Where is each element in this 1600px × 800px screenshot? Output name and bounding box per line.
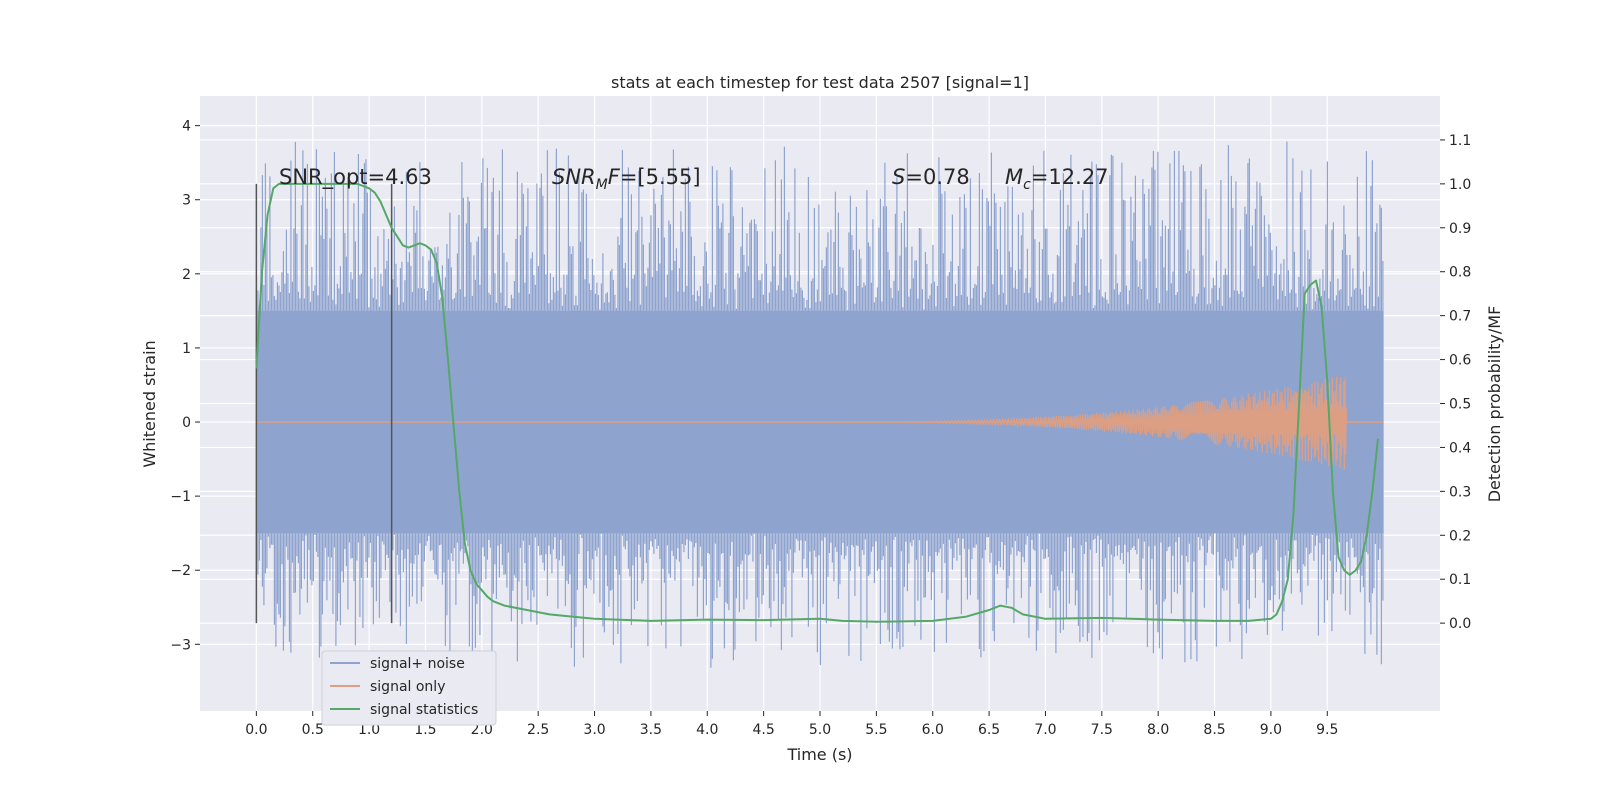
y2-tick-label: 0.7 <box>1449 309 1471 325</box>
y2-tick-label: 0.9 <box>1449 221 1471 237</box>
x-tick-label: 5.5 <box>865 722 887 738</box>
x-tick-label: 0.5 <box>302 722 324 738</box>
s-value: =0.78 <box>905 165 969 189</box>
mc-name: M <box>1005 165 1023 189</box>
x-tick-label: 1.0 <box>358 722 380 738</box>
legend-label-signal-plus-noise: signal+ noise <box>370 656 465 672</box>
y2-axis-ticks: 1.1 1.0 0.9 0.8 0.7 0.6 0.5 0.4 0.3 0.2 0.1 0.0 <box>1440 133 1471 632</box>
x-tick-label: 2.0 <box>471 722 493 738</box>
x-tick-label: 3.5 <box>640 722 662 738</box>
x-tick-label: 2.5 <box>527 722 549 738</box>
signal-statistics-line <box>255 182 1379 623</box>
y-tick-label: 2 <box>182 267 191 283</box>
chart-title: stats at each timestep for test data 250… <box>611 73 1029 92</box>
x-tick-label: 9.5 <box>1316 722 1338 738</box>
series-signal-only <box>256 376 1384 470</box>
y-tick-label: −2 <box>170 563 191 579</box>
y2-tick-label: 1.0 <box>1449 177 1471 193</box>
x-tick-label: 6.5 <box>978 722 1000 738</box>
y-axis-title: Whitened strain <box>140 340 159 467</box>
x-tick-label: 4.5 <box>753 722 775 738</box>
x-tick-label: 8.0 <box>1147 722 1169 738</box>
y2-tick-label: 0.6 <box>1449 353 1471 369</box>
y-tick-label: 3 <box>182 193 191 209</box>
y-tick-label: 0 <box>182 415 191 431</box>
vertical-markers <box>255 183 393 624</box>
signal-chirp <box>820 376 1347 470</box>
x-tick-label: 5.0 <box>809 722 831 738</box>
x-tick-label: 7.0 <box>1034 722 1056 738</box>
mc-value: =12.27 <box>1031 165 1109 189</box>
s-name: S <box>892 165 905 189</box>
legend-label-signal-only: signal only <box>370 679 445 695</box>
x-tick-label: 9.0 <box>1260 722 1282 738</box>
y-tick-label: 4 <box>182 119 191 135</box>
y2-axis-title: Detection probability/MF <box>1485 306 1504 503</box>
legend-label-signal-statistics: signal statistics <box>370 702 478 718</box>
x-tick-label: 6.0 <box>922 722 944 738</box>
x-tick-label: 0.0 <box>245 722 267 738</box>
annotation-s: S=0.78 <box>892 165 970 189</box>
legend-box <box>321 650 497 726</box>
y2-tick-label: 0.1 <box>1449 572 1471 588</box>
y2-tick-label: 0.3 <box>1449 484 1471 500</box>
x-tick-label: 7.5 <box>1091 722 1113 738</box>
x-tick-label: 8.5 <box>1203 722 1225 738</box>
snr-mf-name: SNR <box>552 165 596 189</box>
x-axis-ticks: 0.0 0.5 1.0 1.5 2.0 2.5 3.0 3.5 4.0 4.5 5.0 5.5 6.0 6… <box>245 711 1338 738</box>
y-tick-label: −1 <box>170 489 191 505</box>
y2-tick-label: 0.2 <box>1449 528 1471 544</box>
snr-mf-subscript: M <box>596 177 608 193</box>
snr-mf-value: =[5.55] <box>620 165 701 189</box>
y-tick-label: −3 <box>170 637 191 653</box>
x-tick-label: 4.0 <box>696 722 718 738</box>
x-tick-label: 1.5 <box>414 722 436 738</box>
y2-tick-label: 0.0 <box>1449 616 1471 632</box>
y2-tick-label: 1.1 <box>1449 133 1471 149</box>
y2-tick-label: 0.5 <box>1449 397 1471 413</box>
y-tick-label: 1 <box>182 341 191 357</box>
y2-tick-label: 0.8 <box>1449 265 1471 281</box>
y2-tick-label: 0.4 <box>1449 440 1471 456</box>
snr-mf-rest-italic: F <box>608 165 621 189</box>
x-tick-label: 3.0 <box>583 722 605 738</box>
y-axis-ticks: 4 3 2 1 0 −1 −2 −3 <box>170 119 200 653</box>
legend: signal+ noise signal only signal statist… <box>321 650 497 726</box>
x-axis-title: Time (s) <box>786 745 852 764</box>
annotation-snr-opt: SNR_opt=4.63 <box>279 165 432 190</box>
annotation-mc: Mc=12.27 <box>1005 165 1109 193</box>
series-signal-statistics <box>255 182 1379 623</box>
mc-subscript: c <box>1023 177 1031 193</box>
annotation-snr-mf: SNRMF=[5.55] <box>552 165 701 193</box>
